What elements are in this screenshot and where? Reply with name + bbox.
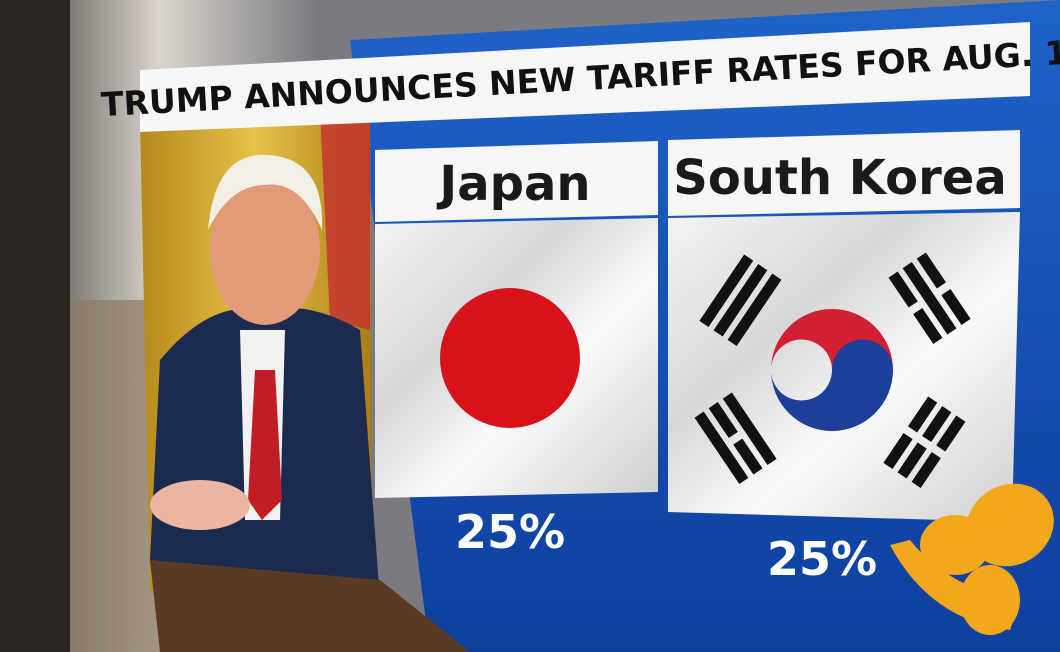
photo-hands bbox=[150, 480, 250, 530]
flag-korea-taegeuk bbox=[771, 309, 893, 431]
country-name: South Korea bbox=[673, 150, 1007, 206]
photo-face bbox=[210, 175, 320, 325]
country-header bbox=[668, 130, 1020, 216]
channel-logo bbox=[890, 483, 1054, 635]
pillar bbox=[0, 0, 70, 652]
photo-flag bbox=[320, 110, 370, 330]
tariff-rate: 25% bbox=[767, 532, 877, 586]
title-bar bbox=[140, 22, 1030, 132]
flag-japan-disc bbox=[440, 288, 580, 428]
flag-korea-trigrams bbox=[694, 252, 971, 489]
country-name: Japan bbox=[436, 156, 590, 212]
photo-hair bbox=[208, 154, 323, 230]
city-view bbox=[70, 300, 160, 652]
tariff-rate: 25% bbox=[455, 505, 565, 559]
photo-tie bbox=[248, 370, 282, 520]
photo-desk bbox=[150, 560, 470, 652]
country-header bbox=[375, 141, 658, 222]
